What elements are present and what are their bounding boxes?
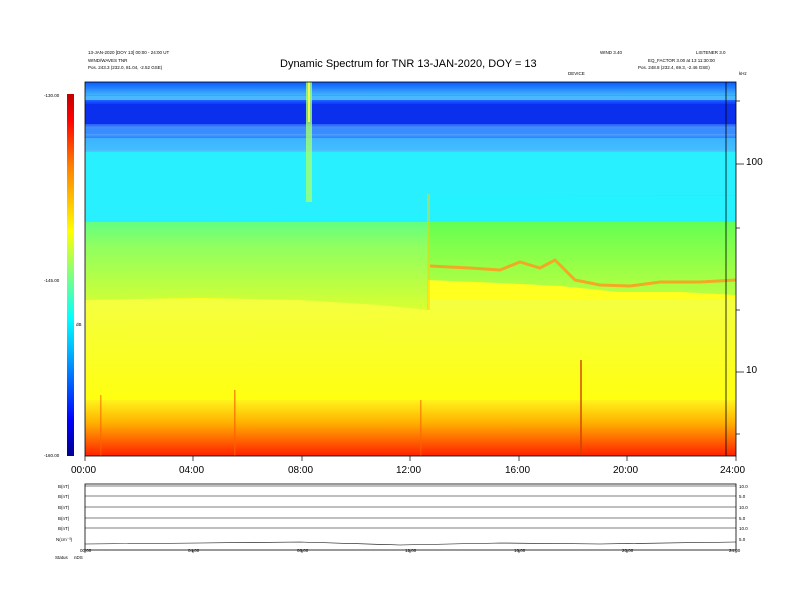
- spectrogram-frame: [84, 81, 737, 457]
- x-axis-ticks: [84, 456, 737, 461]
- lower-x-tick-4: 16:00: [514, 548, 526, 553]
- info-left-3: Pos. 243.3 (232.0, 81.04, -2.52 GSE): [88, 65, 163, 70]
- info-left-2: WIND/WAVES TNR: [88, 58, 128, 63]
- x-tick-label-4: 16:00: [505, 465, 531, 476]
- x-tick-label-5: 20:00: [613, 465, 639, 476]
- info-right-3: EQ_FACTOR 3.00 at 13 11:30:00: [648, 58, 715, 63]
- spectrogram-image: [85, 82, 736, 456]
- corner-marker: kHz: [739, 71, 747, 76]
- lower-right-value-2: 10.0: [739, 505, 748, 510]
- lower-right-value-3: 5.0: [739, 516, 746, 521]
- lower-row-label-1: B(nT): [58, 494, 70, 499]
- y-tick-label-10: 10: [746, 365, 758, 376]
- lower-panel-frame: [84, 483, 737, 551]
- y-axis-ticks: [736, 100, 744, 435]
- info-right-2: LISTENER 3.0: [696, 50, 726, 55]
- x-tick-label-0: 00:00: [71, 465, 97, 476]
- info-right-1: WIND 3.40: [600, 50, 623, 55]
- status-value: nDS: [74, 555, 83, 560]
- lower-right-value-0: 10.0: [739, 484, 748, 489]
- colorbar-mid-label: -145.00: [44, 278, 60, 283]
- lower-row-label-3: B(nT): [58, 516, 70, 521]
- colorbar-unit: dB: [76, 322, 82, 327]
- lower-row-label-2: B(nT): [58, 505, 70, 510]
- lower-right-value-4: 10.0: [739, 526, 748, 531]
- info-right-4: Pos. 248.8 (232.4, 69.3, -2.46 GSE): [638, 65, 710, 70]
- status-label: Status: [55, 555, 68, 560]
- lower-panel-traces: [84, 485, 737, 546]
- chart-title: Dynamic Spectrum for TNR 13-JAN-2020, DO…: [280, 58, 537, 70]
- device-marker: DEVICE: [568, 71, 585, 76]
- lower-row-label-5: N(cm⁻³): [56, 537, 73, 542]
- lower-x-tick-3: 12:00: [405, 548, 417, 553]
- lower-right-value-5: 5.0: [739, 537, 746, 542]
- x-tick-label-1: 04:00: [179, 465, 205, 476]
- lower-x-tick-1: 04:00: [188, 548, 200, 553]
- colorbar: [67, 94, 74, 456]
- lower-x-tick-2: 08:00: [297, 548, 309, 553]
- y-tick-label-100: 100: [746, 157, 763, 168]
- lower-row-label-4: B(nT): [58, 526, 70, 531]
- lower-right-value-1: 5.0: [739, 494, 746, 499]
- colorbar-bottom-label: -160.00: [44, 453, 60, 458]
- low-frequency-band: [85, 396, 736, 456]
- x-tick-label-2: 08:00: [288, 465, 314, 476]
- lower-x-tick-5: 20:00: [622, 548, 634, 553]
- lower-x-tick-0: 00:00: [80, 548, 92, 553]
- x-tick-label-6: 24:00: [720, 465, 746, 476]
- colorbar-top-label: -130.00: [44, 93, 60, 98]
- x-tick-label-3: 12:00: [396, 465, 422, 476]
- lower-x-tick-6: 24:00: [729, 548, 741, 553]
- green-band-left: [85, 212, 428, 310]
- lower-row-label-0: B(nT): [58, 484, 70, 489]
- info-left-1: 13-JAN-2020 [DOY 13] 00:00 - 24:00 UT: [88, 50, 170, 55]
